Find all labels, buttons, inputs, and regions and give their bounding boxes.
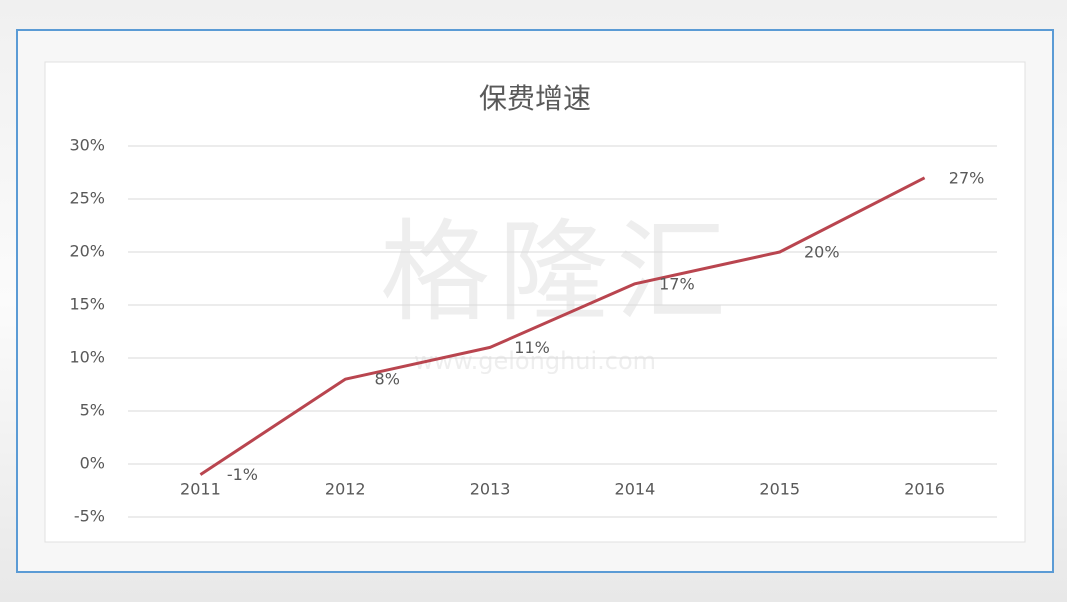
watermark: 格隆汇 xyxy=(380,208,734,336)
x-tick-label: 2016 xyxy=(904,480,945,499)
data-label: -1% xyxy=(227,465,258,484)
x-tick-label: 2013 xyxy=(470,480,511,499)
y-tick-label: 25% xyxy=(69,189,105,208)
y-tick-label: 15% xyxy=(69,295,105,314)
data-line xyxy=(199,176,926,476)
data-label: 27% xyxy=(949,168,985,187)
data-label: 17% xyxy=(659,274,695,293)
y-tick-label: 0% xyxy=(80,454,105,473)
y-tick-label: -5% xyxy=(74,507,105,526)
x-tick-label: 2014 xyxy=(615,480,656,499)
y-tick-label: 5% xyxy=(80,401,105,420)
data-label: 11% xyxy=(514,338,550,357)
x-tick-label: 2015 xyxy=(759,480,800,499)
data-label: 8% xyxy=(375,370,400,389)
data-label: 20% xyxy=(804,243,840,262)
x-tick-label: 2012 xyxy=(325,480,366,499)
chart-title: 保费增速 xyxy=(479,82,591,115)
watermark-url: www.gelonghui.com xyxy=(414,347,656,375)
y-tick-label: 20% xyxy=(69,242,105,261)
plot-card xyxy=(44,61,1026,543)
y-tick-label: 10% xyxy=(69,348,105,367)
x-tick-label: 2011 xyxy=(180,480,221,499)
y-tick-label: 30% xyxy=(69,136,105,155)
